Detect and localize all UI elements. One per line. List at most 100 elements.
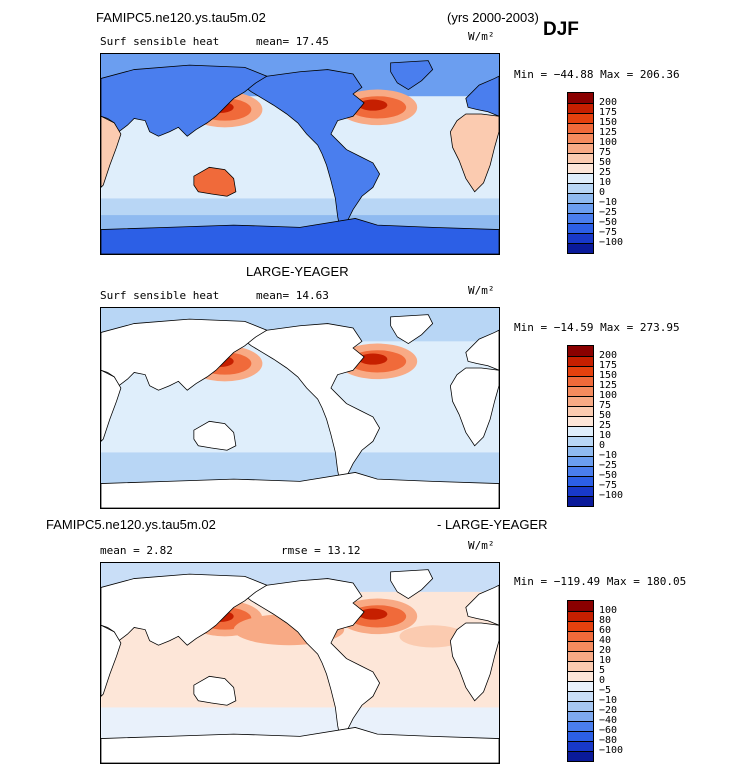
colorbar-tick-label: 20 xyxy=(599,645,612,656)
continent-antarctica xyxy=(101,727,499,763)
colorbar-tick-label: −40 xyxy=(599,715,618,726)
continent-americas xyxy=(241,69,381,228)
colorbar-box xyxy=(568,681,593,691)
colorbar-tick-label: 40 xyxy=(599,635,612,646)
colorbar-box xyxy=(568,661,593,671)
colorbar-box xyxy=(568,103,593,113)
colorbar-box xyxy=(568,386,593,396)
colorbar-box xyxy=(568,356,593,366)
colorbar-box xyxy=(568,366,593,376)
continent-antarctica xyxy=(101,472,499,508)
panel3-map xyxy=(100,562,500,764)
continent-americas xyxy=(241,578,381,737)
continent-greenland xyxy=(390,569,434,600)
colorbar-tick-label: 75 xyxy=(599,147,612,158)
colorbar-box xyxy=(568,123,593,133)
colorbar-box xyxy=(568,691,593,701)
colorbar-box xyxy=(568,631,593,641)
colorbar-box xyxy=(568,641,593,651)
colorbar-box xyxy=(568,233,593,243)
colorbar-tick-label: 0 xyxy=(599,675,606,686)
colorbar-box xyxy=(568,751,593,761)
colorbar-box xyxy=(568,466,593,476)
colorbar-box xyxy=(568,701,593,711)
heat-core xyxy=(358,99,388,111)
colorbar-box xyxy=(568,396,593,406)
colorbar-tick-label: 175 xyxy=(599,107,618,118)
colorbar-tick-label: −10 xyxy=(599,450,618,461)
colorbar-tick-label: 100 xyxy=(599,390,618,401)
continent-africa xyxy=(449,622,499,702)
continent-europe xyxy=(465,75,499,117)
colorbar-box xyxy=(568,203,593,213)
continent-americas xyxy=(241,323,381,482)
colorbar-tick-label: −5 xyxy=(599,685,612,696)
colorbar-box xyxy=(568,621,593,631)
continent-africa xyxy=(449,367,499,447)
colorbar-tick-label: 75 xyxy=(599,400,612,411)
colorbar-tick-label: 0 xyxy=(599,187,606,198)
continent-africa_e xyxy=(101,115,122,188)
colorbar-box xyxy=(568,133,593,143)
colorbar-tick-label: −75 xyxy=(599,480,618,491)
colorbar-tick-label: 5 xyxy=(599,665,606,676)
panel2-map xyxy=(100,307,500,509)
colorbar-box xyxy=(568,113,593,123)
colorbar-box xyxy=(568,456,593,466)
colorbar-box xyxy=(568,486,593,496)
case-title: FAMIPC5.ne120.ys.tau5m.02 xyxy=(96,10,266,25)
colorbar-box xyxy=(568,611,593,621)
colorbar-tick-label: 125 xyxy=(599,127,618,138)
season-label: DJF xyxy=(543,19,579,40)
colorbar-tick-label: −25 xyxy=(599,207,618,218)
colorbar-box xyxy=(568,416,593,426)
continent-australia xyxy=(193,675,237,706)
panel2-title: LARGE-YEAGER xyxy=(246,264,349,279)
panel1-variable-label: Surf sensible heat xyxy=(100,35,220,48)
continent-greenland xyxy=(390,314,434,345)
panel3-title: FAMIPC5.ne120.ys.tau5m.02 xyxy=(46,517,216,532)
panel3-units-label: W/m² xyxy=(468,539,495,552)
colorbar-box xyxy=(568,671,593,681)
panel2-units-label: W/m² xyxy=(468,284,495,297)
colorbar-tick-label: 100 xyxy=(599,605,618,616)
continent-africa xyxy=(449,113,499,193)
colorbar-box xyxy=(568,153,593,163)
panel3-minmax: Min = −119.49 Max = 180.05 xyxy=(514,575,687,588)
colorbar-box xyxy=(568,446,593,456)
colorbar-tick-label: −100 xyxy=(599,490,624,501)
colorbar-box xyxy=(568,436,593,446)
colorbar-box xyxy=(568,651,593,661)
colorbar-tick-label: 10 xyxy=(599,430,612,441)
panel2-mean-label: mean= 14.63 xyxy=(256,289,329,302)
colorbar-tick-label: −75 xyxy=(599,227,618,238)
panel1-map xyxy=(100,53,500,255)
colorbar-tick-label: 25 xyxy=(599,167,612,178)
colorbar-tick-label: −25 xyxy=(599,460,618,471)
panel1-mean-label: mean= 17.45 xyxy=(256,35,329,48)
panel1-minmax: Min = −44.88 Max = 206.36 xyxy=(514,68,680,81)
colorbar-tick-label: 50 xyxy=(599,410,612,421)
colorbar-tick-label: −100 xyxy=(599,237,624,248)
years-label: (yrs 2000-2003) xyxy=(447,10,539,25)
colorbar-box xyxy=(568,223,593,233)
continent-australia xyxy=(193,166,237,197)
continent-africa_e xyxy=(101,369,122,442)
heat-core xyxy=(358,353,388,365)
colorbar-box xyxy=(568,143,593,153)
colorbar-box xyxy=(568,496,593,506)
colorbar-box xyxy=(568,243,593,253)
diff-region xyxy=(399,625,466,648)
colorbar-box xyxy=(568,213,593,223)
colorbar-box xyxy=(568,721,593,731)
panel3-rmse-label: rmse = 13.12 xyxy=(281,544,361,557)
colorbar-tick-label: 0 xyxy=(599,440,606,451)
continent-europe xyxy=(465,584,499,626)
continent-greenland xyxy=(390,60,434,91)
panel3-colorbar: 100 80 60 40 20 10 5 0 −5 −10 −20 −40 −60 −80 −100 xyxy=(567,600,623,762)
panel3-mean-label: mean = 2.82 xyxy=(100,544,173,557)
colorbar-box xyxy=(568,601,593,611)
colorbar-tick-label: 25 xyxy=(599,420,612,431)
panel1-colorbar: 200 175 150 125 100 75 50 25 10 0 −10 −25 −50 −75 −100 xyxy=(567,92,623,254)
colorbar-box xyxy=(568,173,593,183)
